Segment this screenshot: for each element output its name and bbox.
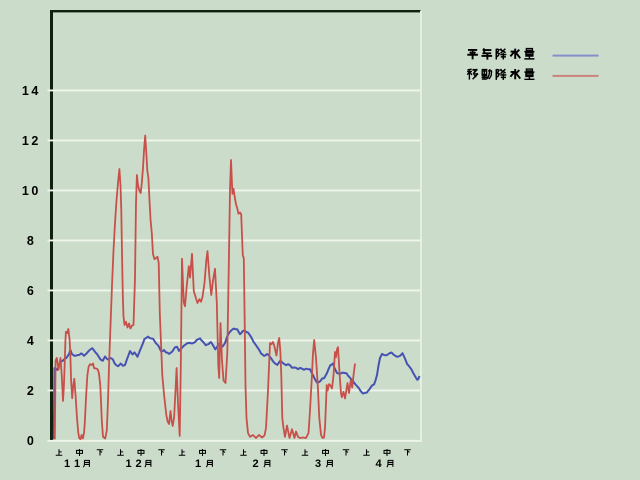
svg-text:4: 4	[31, 84, 38, 98]
svg-text:3: 3	[315, 458, 321, 470]
svg-text:1: 1	[195, 458, 201, 470]
svg-text:1: 1	[22, 84, 29, 98]
svg-text:1: 1	[74, 458, 80, 470]
svg-text:0: 0	[27, 434, 34, 448]
svg-text:1: 1	[125, 458, 131, 470]
svg-text:4: 4	[27, 334, 34, 348]
svg-text:4: 4	[375, 458, 382, 470]
svg-text:2: 2	[135, 458, 141, 470]
svg-text:2: 2	[27, 384, 34, 398]
svg-text:2: 2	[31, 134, 38, 148]
svg-text:0: 0	[31, 184, 38, 198]
svg-text:8: 8	[27, 234, 34, 248]
svg-text:1: 1	[22, 184, 29, 198]
svg-text:2: 2	[252, 458, 258, 470]
svg-text:1: 1	[22, 134, 29, 148]
svg-text:1: 1	[64, 458, 70, 470]
svg-text:6: 6	[27, 284, 34, 298]
